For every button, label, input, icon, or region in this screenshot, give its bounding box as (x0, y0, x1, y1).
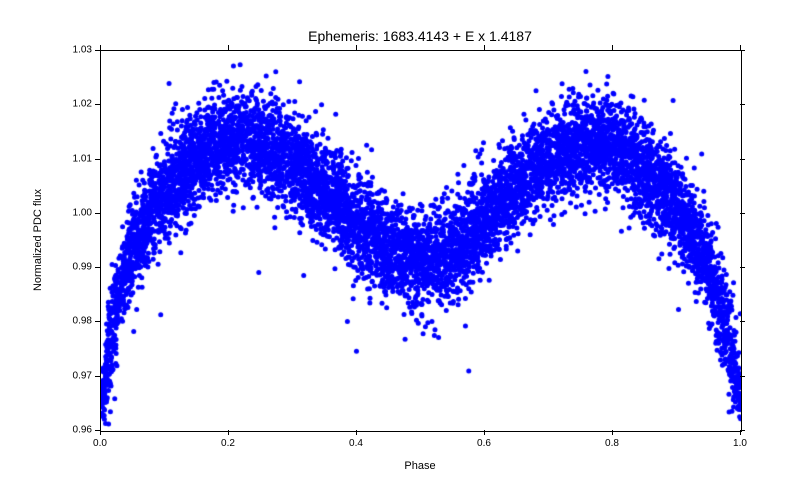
x-tick (356, 45, 357, 50)
x-tick (228, 430, 229, 435)
y-tick (95, 159, 100, 160)
chart-title: Ephemeris: 1683.4143 + E x 1.4187 (308, 28, 532, 44)
plot-area (100, 50, 742, 432)
y-tick (740, 104, 745, 105)
y-axis-label: Normalized PDC flux (32, 189, 44, 291)
y-tick (95, 430, 100, 431)
y-tick (740, 267, 745, 268)
y-tick-label: 1.01 (60, 153, 92, 164)
y-tick (740, 213, 745, 214)
y-tick (95, 267, 100, 268)
y-tick-label: 1.00 (60, 207, 92, 218)
y-tick-label: 0.96 (60, 425, 92, 436)
x-tick (484, 430, 485, 435)
y-tick (95, 104, 100, 105)
x-tick-label: 0.8 (605, 438, 619, 449)
y-tick (740, 321, 745, 322)
x-tick (356, 430, 357, 435)
x-tick-label: 1.0 (733, 438, 747, 449)
y-tick (95, 50, 100, 51)
y-tick (740, 430, 745, 431)
x-tick-label: 0.2 (221, 438, 235, 449)
y-tick-label: 0.97 (60, 370, 92, 381)
y-tick (95, 213, 100, 214)
y-tick (740, 50, 745, 51)
x-tick (228, 45, 229, 50)
y-tick (740, 376, 745, 377)
x-tick (484, 45, 485, 50)
x-tick (612, 430, 613, 435)
y-tick-label: 1.02 (60, 99, 92, 110)
y-tick (95, 376, 100, 377)
x-tick (100, 430, 101, 435)
figure-container: Ephemeris: 1683.4143 + E x 1.4187 Normal… (0, 0, 800, 500)
y-tick (95, 321, 100, 322)
x-tick-label: 0.0 (93, 438, 107, 449)
scatter-canvas (101, 51, 741, 431)
y-tick (740, 159, 745, 160)
x-tick (612, 45, 613, 50)
x-tick-label: 0.6 (477, 438, 491, 449)
x-axis-label: Phase (404, 460, 435, 472)
x-tick (100, 45, 101, 50)
y-tick-label: 1.03 (60, 45, 92, 56)
y-tick-label: 0.98 (60, 316, 92, 327)
x-tick-label: 0.4 (349, 438, 363, 449)
y-tick-label: 0.99 (60, 262, 92, 273)
